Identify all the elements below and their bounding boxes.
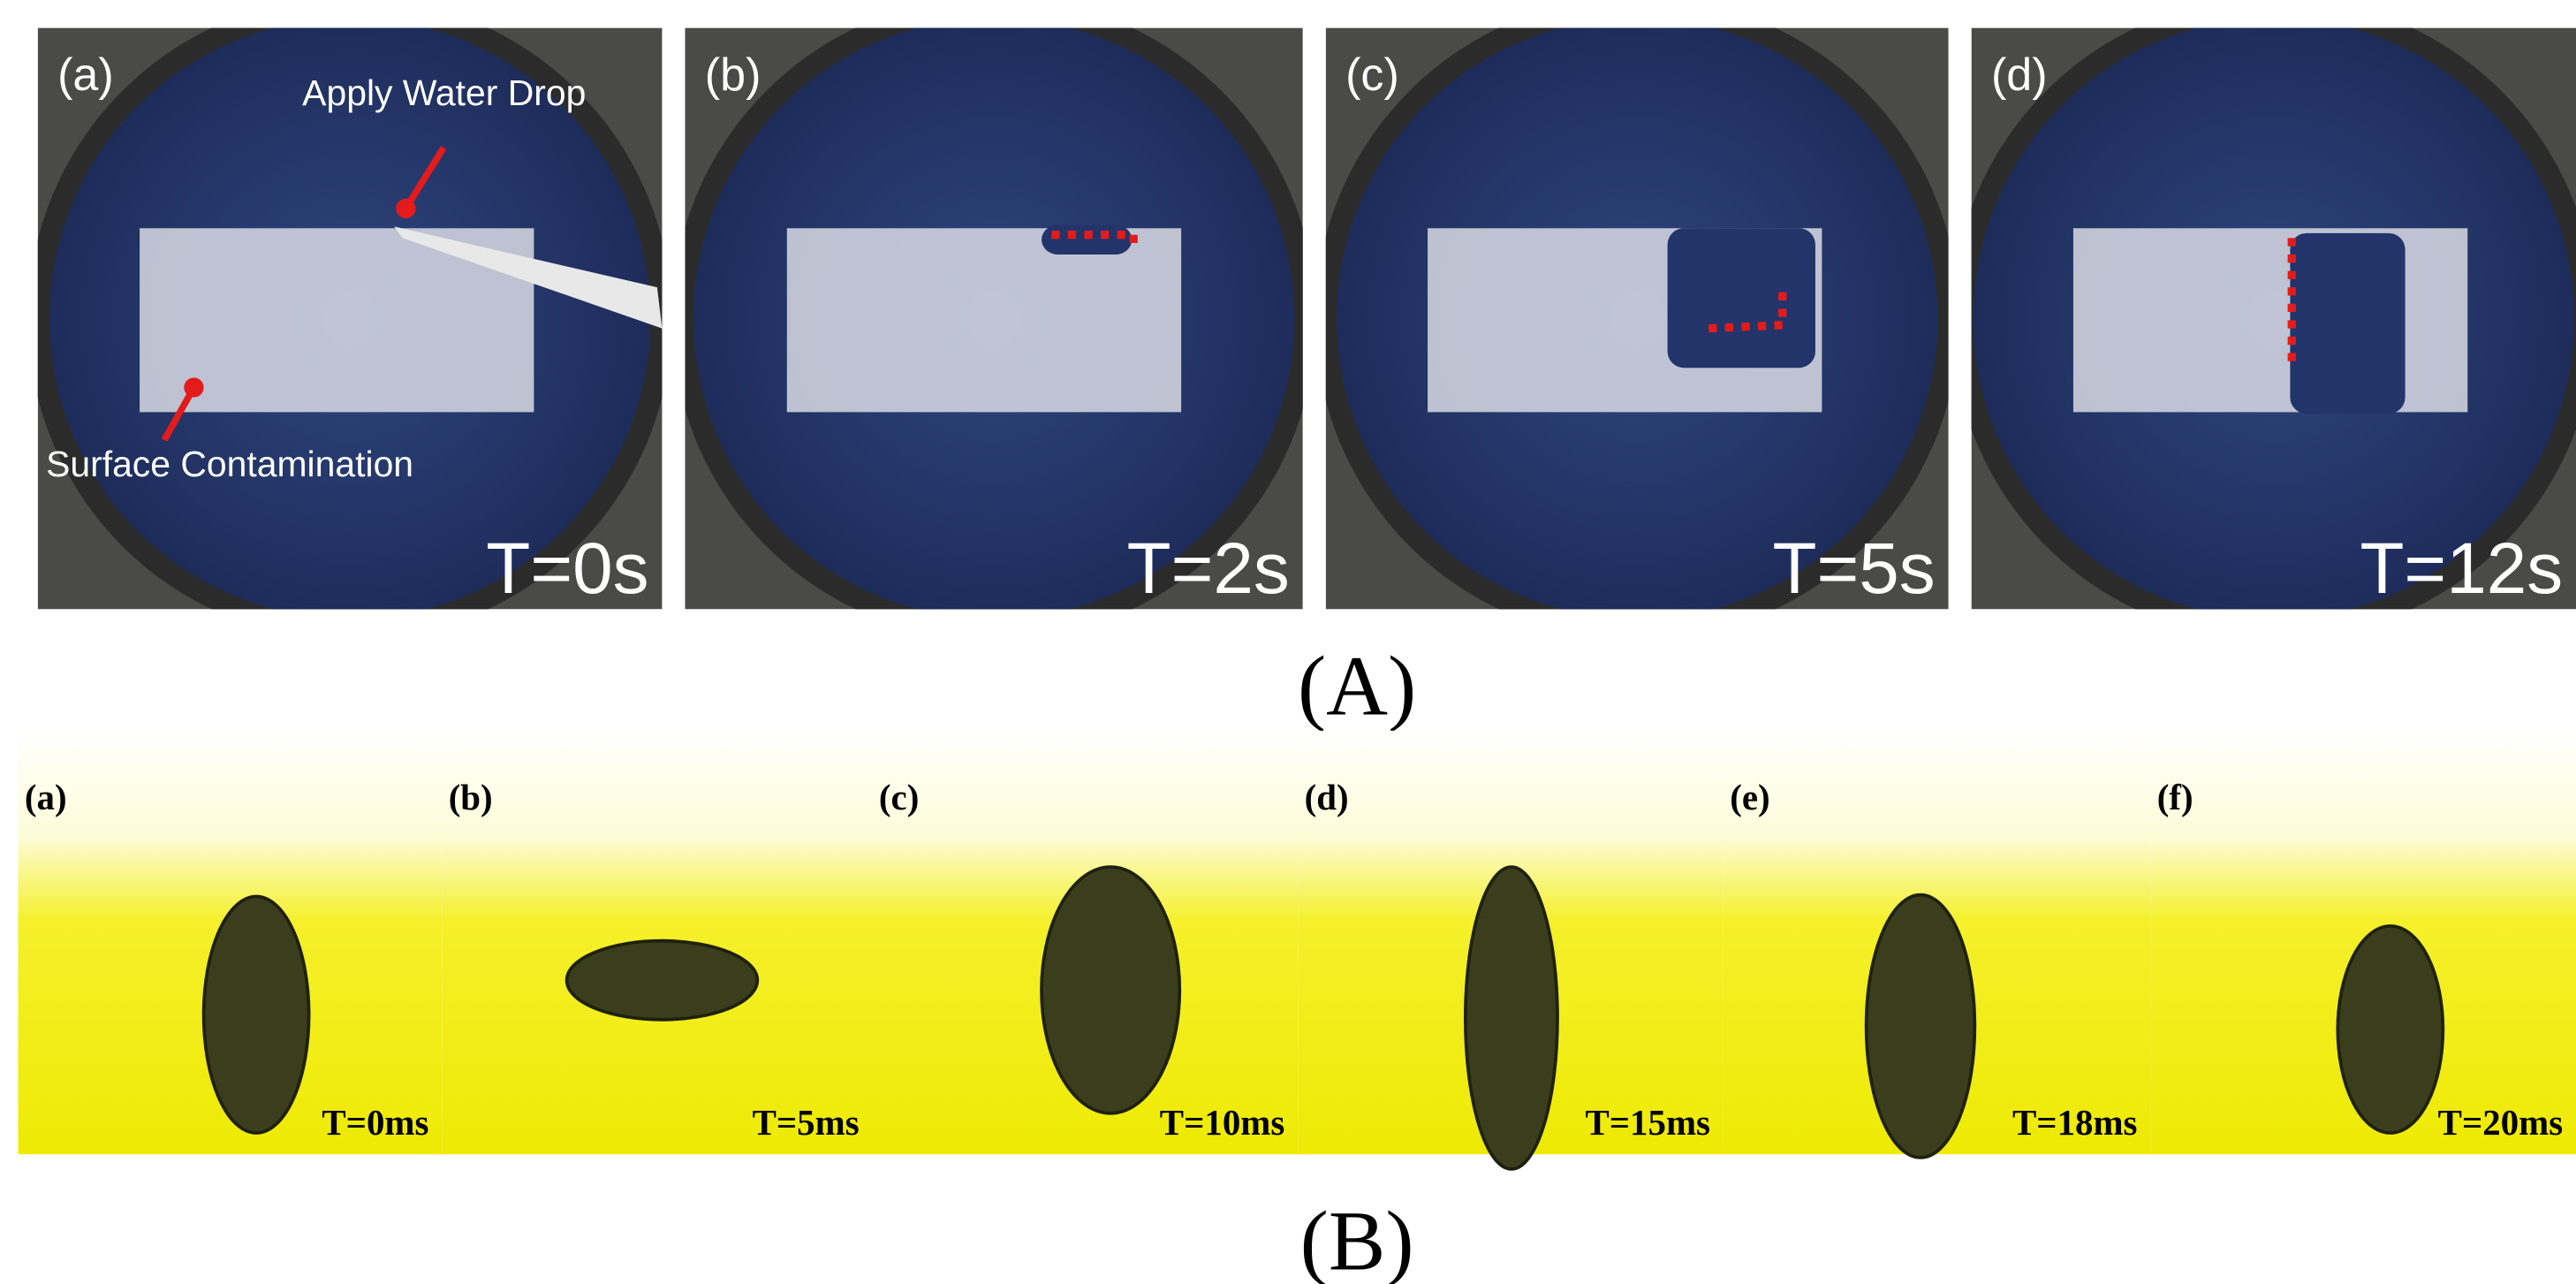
time-label: T=12s xyxy=(2360,528,2563,609)
photo-panel: (b) T=2s xyxy=(672,0,1316,641)
time-label: T=2s xyxy=(1127,528,1290,609)
panel-label: (a) xyxy=(25,778,67,817)
pointer-dot xyxy=(184,377,203,397)
photo-panel: (d) T=12s xyxy=(1951,0,2576,641)
photo-panel: (c) T=5s xyxy=(1315,0,1959,641)
drop xyxy=(1466,867,1557,1169)
time-label: T=0s xyxy=(486,528,648,609)
photo-panel: (a) T=0ms xyxy=(18,731,442,1154)
time-label: T=18ms xyxy=(2012,1103,2137,1143)
panel-label: (e) xyxy=(1730,778,1769,817)
contamination xyxy=(787,228,1181,412)
caption: (A) xyxy=(1298,638,1416,733)
panel-label: (a) xyxy=(57,49,114,101)
cleaned-area xyxy=(1668,228,1815,368)
time-label: T=5s xyxy=(1773,528,1936,609)
annotation: Apply Water Drop xyxy=(302,72,586,113)
drop xyxy=(2337,926,2443,1133)
page: (A) (B) (a) T=0s Apply Water Drop Surface C… xyxy=(0,0,2576,1284)
time-label: T=20ms xyxy=(2438,1103,2563,1143)
photo-panel: (f) T=20ms xyxy=(2150,731,2576,1154)
panel-label: (b) xyxy=(449,778,493,817)
panel-label: (f) xyxy=(2157,778,2193,817)
annotation: Surface Contamination xyxy=(46,444,413,484)
panel-label: (d) xyxy=(1305,778,1349,817)
photo-panel: (d) T=15ms xyxy=(1298,731,1724,1169)
time-label: T=5ms xyxy=(753,1103,860,1143)
drop xyxy=(204,896,309,1133)
time-label: T=0ms xyxy=(322,1103,428,1143)
photo-panel: (e) T=18ms xyxy=(1724,731,2151,1158)
drop xyxy=(1042,867,1179,1113)
cleaned-area xyxy=(1042,225,1132,255)
time-label: T=15ms xyxy=(1585,1103,1709,1143)
time-label: T=10ms xyxy=(1160,1103,1284,1143)
pointer-dot xyxy=(396,199,415,218)
drop xyxy=(1867,895,1975,1158)
cleaned-area xyxy=(2290,233,2405,414)
contamination xyxy=(2073,228,2467,412)
figure: (A) (B) (a) T=0s Apply Water Drop Surface C… xyxy=(0,0,2576,1284)
drop xyxy=(567,941,758,1020)
panel-label: (d) xyxy=(1991,49,2048,101)
panel-label: (c) xyxy=(879,778,919,817)
photo-panel: (a) T=0s Apply Water Drop Surface Contamina… xyxy=(28,0,672,641)
caption: (B) xyxy=(1300,1193,1414,1284)
panel-label: (c) xyxy=(1345,49,1399,101)
photo-panel: (b) T=5ms xyxy=(442,731,872,1154)
photo-panel: (c) T=10ms xyxy=(872,731,1298,1154)
panel-label: (b) xyxy=(705,49,761,101)
